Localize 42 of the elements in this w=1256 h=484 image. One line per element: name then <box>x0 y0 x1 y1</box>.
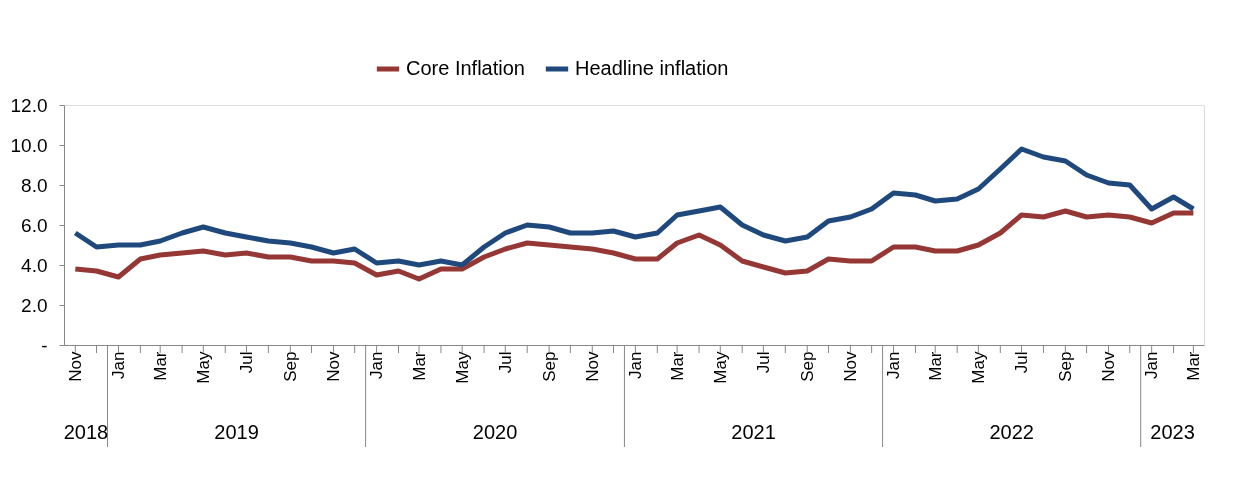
text: 2022 <box>989 421 1034 443</box>
x-tick-label: Nov <box>65 351 85 382</box>
x-tick-label: Nov <box>323 351 343 382</box>
x-tick-label: May <box>193 351 213 384</box>
legend-label: Headline inflation <box>575 57 729 79</box>
x-tick-label: Sep <box>539 351 559 382</box>
x-tick-label: Sep <box>280 351 300 382</box>
x-tick-label: Nov <box>840 351 860 382</box>
text: 2020 <box>472 421 518 443</box>
text: 2018 <box>63 421 109 443</box>
x-tick-label: May <box>710 351 730 384</box>
x-tick-label: Nov <box>582 351 602 382</box>
y-tick-label: - <box>41 334 48 356</box>
x-tick-label: Jul <box>1012 351 1032 374</box>
x-tick-label: Jul <box>495 351 515 374</box>
y-tick-label: 4.0 <box>21 254 48 276</box>
x-tick-label: Mar <box>925 351 945 381</box>
x-tick-label: Jan <box>367 351 387 379</box>
x-tick-label: Jan <box>108 351 128 379</box>
x-tick-label: Jul <box>236 351 256 374</box>
x-tick-label: Mar <box>150 351 170 381</box>
x-tick-label: Jan <box>1142 351 1162 379</box>
x-tick-label: Mar <box>409 351 429 381</box>
x-tick-label: Sep <box>1055 351 1075 382</box>
x-tick-label: May <box>452 351 472 384</box>
y-tick-label: 8.0 <box>21 174 48 196</box>
legend-label: Core Inflation <box>406 57 525 79</box>
y-tick-label: 12.0 <box>10 94 48 116</box>
y-tick-label: 10.0 <box>10 134 48 156</box>
x-tick-label: Jan <box>884 351 904 379</box>
y-tick-label: 6.0 <box>21 214 48 236</box>
x-tick-label: Mar <box>667 351 687 381</box>
x-tick-label: Jul <box>753 351 773 374</box>
x-tick-label: Mar <box>1183 351 1203 381</box>
x-tick-label: Nov <box>1099 351 1119 382</box>
x-tick-label: Sep <box>797 351 817 382</box>
x-tick-label: Jan <box>625 351 645 379</box>
x-tick-label: May <box>968 351 988 384</box>
text: 2023 <box>1150 421 1195 443</box>
y-tick-label: 2.0 <box>21 294 48 316</box>
text: 2019 <box>214 421 259 443</box>
text: 2021 <box>731 421 776 443</box>
